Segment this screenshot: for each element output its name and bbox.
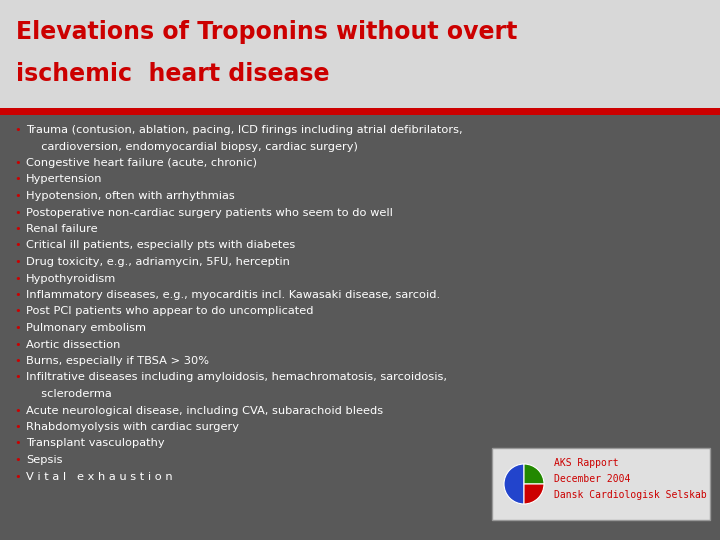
Text: •: • — [14, 422, 21, 432]
Text: •: • — [14, 455, 21, 465]
Text: •: • — [14, 257, 21, 267]
Text: Drug toxicity, e.g., adriamycin, 5FU, herceptin: Drug toxicity, e.g., adriamycin, 5FU, he… — [26, 257, 290, 267]
Text: Trauma (contusion, ablation, pacing, ICD firings including atrial defibrilators,: Trauma (contusion, ablation, pacing, ICD… — [26, 125, 463, 135]
Text: •: • — [14, 406, 21, 415]
Text: Infiltrative diseases including amyloidosis, hemachromatosis, sarcoidosis,: Infiltrative diseases including amyloido… — [26, 373, 447, 382]
Text: Congestive heart failure (acute, chronic): Congestive heart failure (acute, chronic… — [26, 158, 257, 168]
Text: AKS Rapport: AKS Rapport — [554, 458, 618, 468]
Text: •: • — [14, 240, 21, 251]
Text: •: • — [14, 340, 21, 349]
Text: Critical ill patients, especially pts with diabetes: Critical ill patients, especially pts wi… — [26, 240, 295, 251]
Text: Transplant vasculopathy: Transplant vasculopathy — [26, 438, 165, 449]
Text: Postoperative non-cardiac surgery patients who seem to do well: Postoperative non-cardiac surgery patien… — [26, 207, 393, 218]
Bar — [492, 448, 710, 520]
Text: V i t a l   e x h a u s t i o n: V i t a l e x h a u s t i o n — [26, 471, 173, 482]
Text: scleroderma: scleroderma — [34, 389, 112, 399]
Text: •: • — [14, 438, 21, 449]
Text: •: • — [14, 323, 21, 333]
Text: December 2004: December 2004 — [554, 474, 631, 484]
Text: Acute neurological disease, including CVA, subarachoid bleeds: Acute neurological disease, including CV… — [26, 406, 383, 415]
Text: •: • — [14, 356, 21, 366]
Wedge shape — [524, 484, 544, 504]
Text: •: • — [14, 273, 21, 284]
Text: Elevations of Troponins without overt: Elevations of Troponins without overt — [16, 20, 518, 44]
Text: Aortic dissection: Aortic dissection — [26, 340, 120, 349]
Text: •: • — [14, 125, 21, 135]
Text: •: • — [14, 224, 21, 234]
Text: •: • — [14, 174, 21, 185]
Text: ischemic  heart disease: ischemic heart disease — [16, 62, 330, 86]
Text: Pulmonary embolism: Pulmonary embolism — [26, 323, 146, 333]
Text: •: • — [14, 307, 21, 316]
Bar — [0, 0, 720, 108]
Text: Renal failure: Renal failure — [26, 224, 98, 234]
Text: Burns, especially if TBSA > 30%: Burns, especially if TBSA > 30% — [26, 356, 209, 366]
Text: Rhabdomyolysis with cardiac surgery: Rhabdomyolysis with cardiac surgery — [26, 422, 239, 432]
Text: •: • — [14, 158, 21, 168]
Bar — [0, 108, 720, 115]
Text: •: • — [14, 191, 21, 201]
Text: cardioversion, endomyocardial biopsy, cardiac surgery): cardioversion, endomyocardial biopsy, ca… — [34, 141, 358, 152]
Wedge shape — [524, 464, 544, 484]
Text: Post PCI patients who appear to do uncomplicated: Post PCI patients who appear to do uncom… — [26, 307, 313, 316]
Text: Dansk Cardiologisk Selskab: Dansk Cardiologisk Selskab — [554, 490, 707, 500]
Text: Hypotension, often with arrhythmias: Hypotension, often with arrhythmias — [26, 191, 235, 201]
Text: Sepsis: Sepsis — [26, 455, 63, 465]
Text: Inflammatory diseases, e.g., myocarditis incl. Kawasaki disease, sarcoid.: Inflammatory diseases, e.g., myocarditis… — [26, 290, 440, 300]
Text: •: • — [14, 471, 21, 482]
Text: Hypothyroidism: Hypothyroidism — [26, 273, 116, 284]
Text: Hypertension: Hypertension — [26, 174, 102, 185]
Text: •: • — [14, 290, 21, 300]
Wedge shape — [504, 464, 524, 504]
Text: •: • — [14, 207, 21, 218]
Text: •: • — [14, 373, 21, 382]
